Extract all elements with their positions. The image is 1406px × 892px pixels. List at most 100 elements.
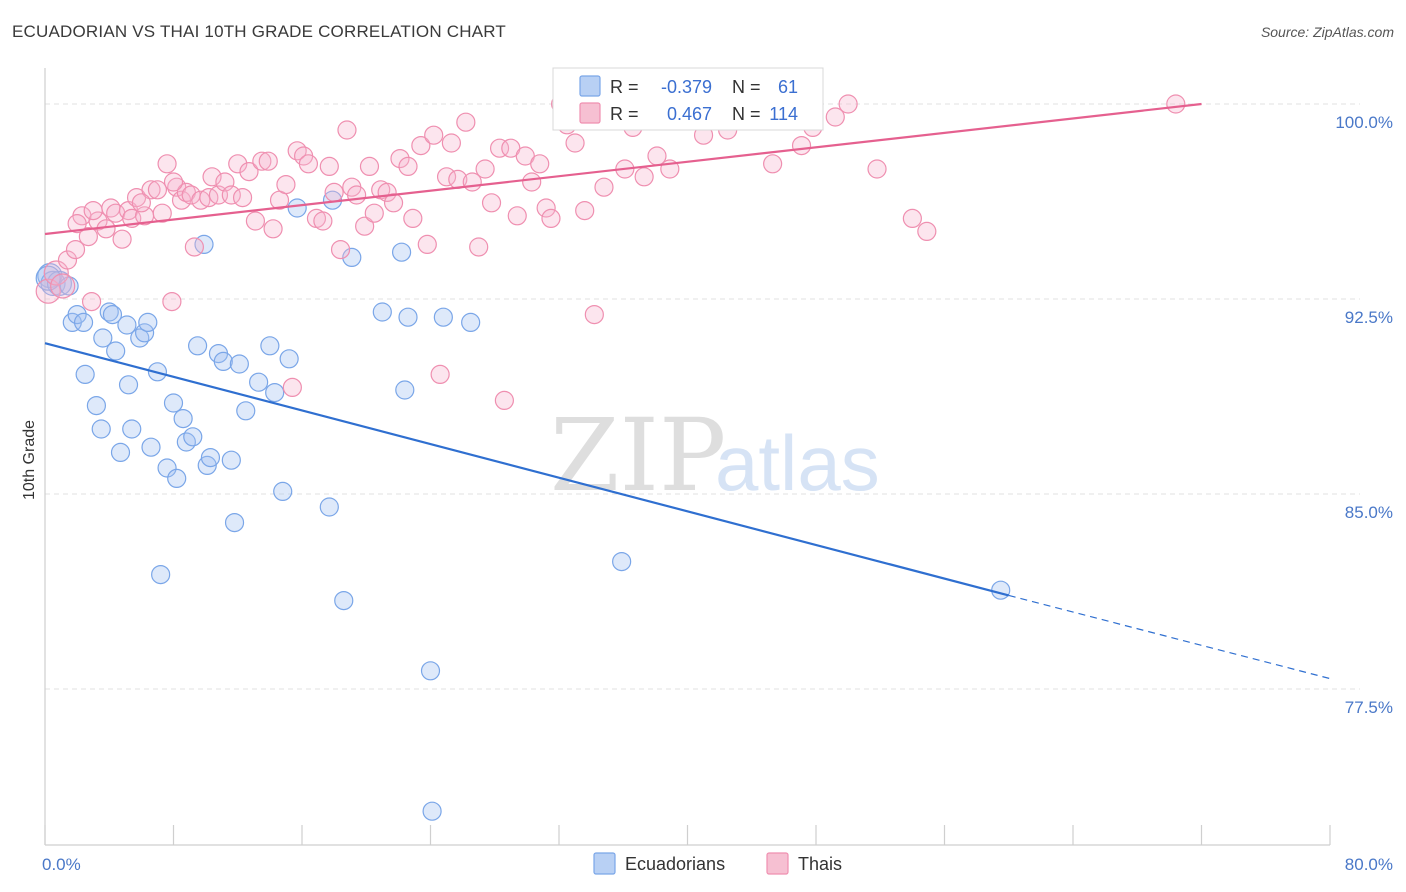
point-1-74 xyxy=(489,138,510,158)
point-0-43 xyxy=(273,481,293,501)
point-1-85 xyxy=(565,133,585,153)
point-1-69 xyxy=(456,112,476,132)
legend-label-0: Ecuadorians xyxy=(625,854,725,874)
point-1-64 xyxy=(424,125,444,145)
point-1-36 xyxy=(252,151,272,171)
y-tick-label-0: 100.0% xyxy=(1335,113,1393,132)
point-1-25 xyxy=(184,237,204,257)
point-1-86 xyxy=(575,201,595,221)
point-1-61 xyxy=(403,208,423,228)
point-1-6 xyxy=(81,292,102,312)
point-0-23 xyxy=(151,564,171,585)
point-0-39 xyxy=(236,401,256,421)
trend-line-0 xyxy=(44,342,1010,597)
point-1-112 xyxy=(131,193,151,213)
point-0-50 xyxy=(372,302,392,322)
point-0-53 xyxy=(395,380,415,400)
x-tick-label-1: 80.0% xyxy=(1345,855,1393,874)
point-1-72 xyxy=(475,159,495,179)
point-0-35 xyxy=(213,351,233,371)
point-1-104 xyxy=(838,94,858,114)
point-1-79 xyxy=(522,172,542,192)
point-0-38 xyxy=(229,354,249,374)
point-0-13 xyxy=(106,341,126,361)
point-0-1 xyxy=(40,270,66,296)
point-0-33 xyxy=(200,448,221,468)
point-1-81 xyxy=(536,198,556,218)
point-0-52 xyxy=(398,307,418,327)
stats-n-value-1: 114 xyxy=(769,104,798,124)
point-0-51 xyxy=(391,242,412,262)
series-legend: Ecuadorians Thais xyxy=(593,852,842,875)
point-0-9 xyxy=(91,419,111,439)
point-1-54 xyxy=(359,156,380,176)
point-1-88 xyxy=(594,177,614,197)
point-1-111 xyxy=(83,201,103,221)
y-tick-label-1: 92.5% xyxy=(1345,308,1393,327)
y-tick-label-3: 77.5% xyxy=(1345,698,1393,717)
stats-n-label-1: N = xyxy=(732,104,761,124)
point-0-60 xyxy=(35,265,61,291)
point-1-31 xyxy=(221,185,241,205)
point-0-40 xyxy=(249,372,269,392)
point-0-8 xyxy=(86,396,107,416)
stats-n-label-0: N = xyxy=(732,77,761,97)
stats-r-value-0: -0.379 xyxy=(661,77,712,97)
point-1-20 xyxy=(162,292,182,312)
point-0-29 xyxy=(183,427,203,447)
point-1-105 xyxy=(867,159,887,179)
point-0-14 xyxy=(110,442,131,462)
point-1-92 xyxy=(634,167,654,187)
point-1-16 xyxy=(141,180,161,200)
point-1-67 xyxy=(441,133,461,153)
point-1-48 xyxy=(324,182,344,202)
point-1-32 xyxy=(228,154,248,174)
point-0-12 xyxy=(102,305,123,325)
point-1-60 xyxy=(398,156,418,176)
stats-r-label-0: R = xyxy=(610,77,639,97)
point-1-44 xyxy=(298,154,319,174)
point-1-18 xyxy=(152,203,172,223)
point-0-6 xyxy=(73,312,94,332)
point-1-50 xyxy=(337,120,357,140)
point-1-59 xyxy=(390,149,410,169)
point-1-108 xyxy=(1166,94,1186,114)
y-axis-title: 10th Grade xyxy=(21,420,38,500)
watermark: ZIP atlas xyxy=(550,397,880,514)
point-1-103 xyxy=(825,107,845,127)
stats-r-value-1: 0.467 xyxy=(667,104,712,124)
chart-title: ECUADORIAN VS THAI 10TH GRADE CORRELATIO… xyxy=(12,22,506,41)
point-1-106 xyxy=(902,208,922,228)
point-1-34 xyxy=(239,162,259,182)
point-1-80 xyxy=(530,154,550,174)
point-1-38 xyxy=(263,219,283,239)
point-0-41 xyxy=(260,336,280,356)
point-0-44 xyxy=(279,349,299,369)
point-1-62 xyxy=(411,136,431,156)
point-0-15 xyxy=(117,315,137,335)
point-1-66 xyxy=(436,167,457,187)
point-1-17 xyxy=(147,180,168,200)
point-1-77 xyxy=(507,206,527,226)
point-0-17 xyxy=(122,419,142,439)
watermark-atlas: atlas xyxy=(715,419,880,507)
legend-label-1: Thais xyxy=(798,854,842,874)
legend-swatch-0 xyxy=(593,852,616,875)
y-tick-labels: 100.0% 92.5% 85.0% 77.5% xyxy=(1335,113,1393,717)
point-1-87 xyxy=(584,305,604,325)
point-0-28 xyxy=(176,432,196,452)
x-tick-label-0: 0.0% xyxy=(42,855,81,874)
point-0-56 xyxy=(461,312,481,332)
x-tick-labels: 0.0% 80.0% xyxy=(42,855,1393,874)
point-1-73 xyxy=(481,193,502,213)
point-1-63 xyxy=(417,234,437,254)
point-1-2 xyxy=(57,250,78,270)
point-0-58 xyxy=(612,551,632,572)
point-1-101 xyxy=(791,136,812,156)
point-1-71 xyxy=(469,237,489,257)
point-1-75 xyxy=(494,390,514,410)
point-1-47 xyxy=(319,156,339,176)
stats-legend: R = -0.379 N = 61 R = 0.467 N = 114 xyxy=(552,67,824,131)
point-0-46 xyxy=(319,497,339,517)
